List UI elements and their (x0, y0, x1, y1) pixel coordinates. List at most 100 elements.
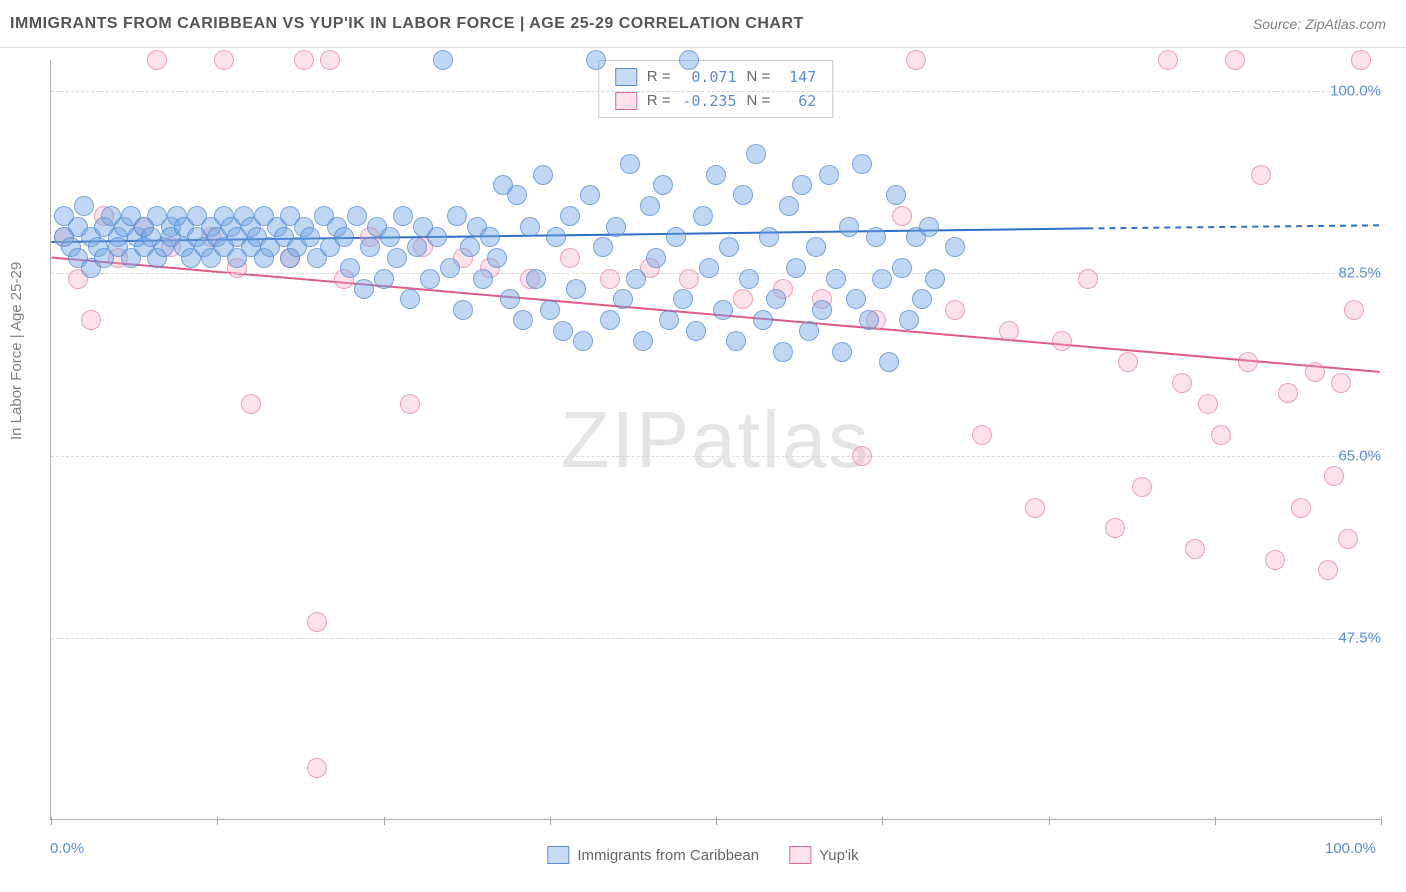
data-point (1305, 362, 1325, 382)
data-point (620, 154, 640, 174)
data-point (546, 227, 566, 247)
data-point (726, 331, 746, 351)
swatch-blue-icon (615, 68, 637, 86)
data-point (387, 248, 407, 268)
data-point (746, 144, 766, 164)
data-point (766, 289, 786, 309)
data-point (433, 50, 453, 70)
data-point (1265, 550, 1285, 570)
gridline-h (51, 456, 1380, 457)
data-point (400, 289, 420, 309)
data-point (407, 237, 427, 257)
data-point (593, 237, 613, 257)
data-point (81, 310, 101, 330)
data-point (553, 321, 573, 341)
data-point (792, 175, 812, 195)
n-value-pink: 62 (780, 89, 816, 113)
data-point (500, 289, 520, 309)
data-point (679, 269, 699, 289)
data-point (453, 300, 473, 320)
data-point (560, 248, 580, 268)
data-point (1338, 529, 1358, 549)
data-point (347, 206, 367, 226)
data-point (919, 217, 939, 237)
legend-item-pink: Yup'ik (789, 846, 859, 864)
data-point (653, 175, 673, 195)
x-tick (51, 817, 52, 825)
swatch-blue-icon (547, 846, 569, 864)
data-point (1132, 477, 1152, 497)
data-point (147, 50, 167, 70)
data-point (1211, 425, 1231, 445)
data-point (600, 269, 620, 289)
data-point (699, 258, 719, 278)
data-point (393, 206, 413, 226)
data-point (533, 165, 553, 185)
data-point (912, 289, 932, 309)
data-point (859, 310, 879, 330)
data-point (480, 227, 500, 247)
data-point (606, 217, 626, 237)
data-point (214, 50, 234, 70)
data-point (586, 50, 606, 70)
data-point (666, 227, 686, 247)
legend-row-blue: R = 0.071 N = 147 (615, 65, 817, 89)
r-value-pink: -0.235 (681, 89, 737, 113)
data-point (812, 300, 832, 320)
data-point (906, 50, 926, 70)
data-point (1158, 50, 1178, 70)
data-point (1225, 50, 1245, 70)
n-value-blue: 147 (780, 65, 816, 89)
data-point (892, 206, 912, 226)
data-point (1324, 466, 1344, 486)
x-tick (1381, 817, 1382, 825)
data-point (879, 352, 899, 372)
x-tick-label: 0.0% (50, 840, 84, 857)
data-point (526, 269, 546, 289)
data-point (786, 258, 806, 278)
data-point (613, 289, 633, 309)
scatter-plot-area: ZIPatlas R = 0.071 N = 147 R = -0.235 N … (50, 60, 1380, 820)
data-point (566, 279, 586, 299)
data-point (1278, 383, 1298, 403)
data-point (679, 50, 699, 70)
data-point (600, 310, 620, 330)
data-point (487, 248, 507, 268)
y-axis-label: In Labor Force | Age 25-29 (8, 262, 25, 440)
data-point (427, 227, 447, 247)
data-point (733, 289, 753, 309)
data-point (846, 289, 866, 309)
data-point (1238, 352, 1258, 372)
data-point (892, 258, 912, 278)
data-point (447, 206, 467, 226)
x-tick-label: 100.0% (1325, 840, 1376, 857)
data-point (806, 237, 826, 257)
data-point (440, 258, 460, 278)
data-point (540, 300, 560, 320)
x-tick (1049, 817, 1050, 825)
data-point (1118, 352, 1138, 372)
data-point (1172, 373, 1192, 393)
data-point (972, 425, 992, 445)
x-tick (384, 817, 385, 825)
data-point (513, 310, 533, 330)
data-point (300, 227, 320, 247)
data-point (473, 269, 493, 289)
data-point (759, 227, 779, 247)
data-point (340, 258, 360, 278)
data-point (713, 300, 733, 320)
data-point (74, 196, 94, 216)
gridline-h (51, 91, 1380, 92)
data-point (1025, 498, 1045, 518)
legend-row-pink: R = -0.235 N = 62 (615, 89, 817, 113)
chart-header: IMMIGRANTS FROM CARIBBEAN VS YUP'IK IN L… (0, 0, 1406, 48)
data-point (686, 321, 706, 341)
data-point (1105, 518, 1125, 538)
y-tick-label: 65.0% (1338, 447, 1381, 464)
data-point (899, 310, 919, 330)
data-point (1318, 560, 1338, 580)
data-point (241, 394, 261, 414)
data-point (1344, 300, 1364, 320)
data-point (294, 50, 314, 70)
x-tick (550, 817, 551, 825)
